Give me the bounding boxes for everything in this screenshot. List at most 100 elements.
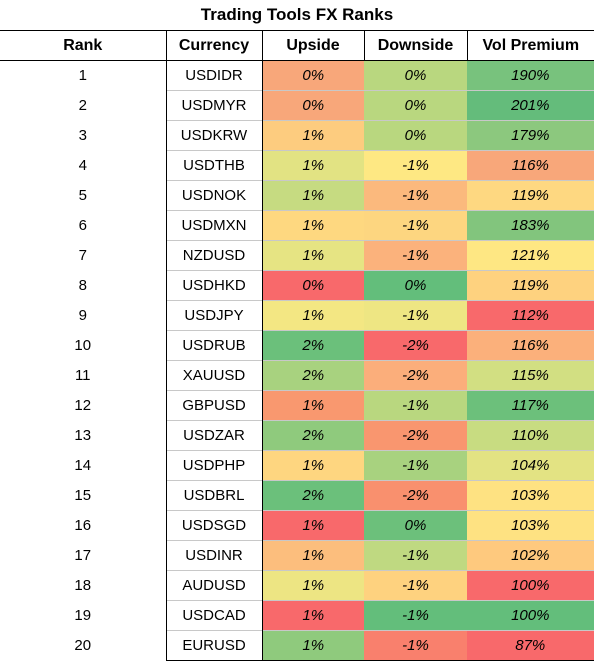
upside-cell: 2%: [262, 420, 364, 451]
table-row: 15 USDBRL 2% -2% 103%: [0, 480, 594, 511]
upside-cell: 1%: [262, 450, 364, 481]
upside-cell: 1%: [262, 630, 364, 661]
downside-cell: -1%: [364, 150, 467, 181]
downside-cell: -1%: [364, 390, 467, 421]
vol-premium-cell: 100%: [467, 570, 594, 601]
rank-cell: 12: [74, 397, 92, 414]
downside-header: Downside: [363, 30, 467, 61]
currency-cell: USDKRW: [165, 120, 263, 151]
table-row: 12 GBPUSD 1% -1% 117%: [0, 390, 594, 421]
upside-cell: 1%: [262, 570, 364, 601]
downside-cell: -1%: [364, 630, 467, 661]
upside-cell: 1%: [262, 210, 364, 241]
vol-premium-cell: 119%: [467, 270, 594, 301]
table-row: 5 USDNOK 1% -1% 119%: [0, 180, 594, 211]
currency-cell: USDINR: [165, 540, 263, 571]
upside-cell: 1%: [262, 390, 364, 421]
upside-cell: 1%: [262, 600, 364, 631]
downside-cell: -1%: [364, 300, 467, 331]
table-row: 4 USDTHB 1% -1% 116%: [0, 150, 594, 181]
downside-cell: 0%: [364, 510, 467, 541]
rank-cell: 8: [78, 277, 87, 294]
downside-cell: -2%: [364, 330, 467, 361]
table-row: 19 USDCAD 1% -1% 100%: [0, 600, 594, 631]
upside-cell: 1%: [262, 540, 364, 571]
table-row: 3 USDKRW 1% 0% 179%: [0, 120, 594, 151]
table-row: 7 NZDUSD 1% -1% 121%: [0, 240, 594, 271]
downside-cell: 0%: [364, 270, 467, 301]
table-row: 17 USDINR 1% -1% 102%: [0, 540, 594, 571]
currency-cell: EURUSD: [165, 630, 263, 661]
upside-cell: 0%: [262, 270, 364, 301]
vol-premium-cell: 121%: [467, 240, 594, 271]
currency-cell: USDHKD: [165, 270, 263, 301]
currency-cell: USDIDR: [165, 60, 263, 91]
upside-cell: 1%: [262, 510, 364, 541]
vol-premium-cell: 103%: [467, 510, 594, 541]
rank-cell: 2: [78, 97, 87, 114]
rank-cell: 10: [74, 337, 92, 354]
vol-premium-cell: 104%: [467, 450, 594, 481]
rank-cell: 18: [74, 577, 92, 594]
table-row: 20 EURUSD 1% -1% 87%: [0, 630, 594, 661]
downside-cell: 0%: [364, 90, 467, 121]
table-row: 10 USDRUB 2% -2% 116%: [0, 330, 594, 361]
downside-cell: -1%: [364, 570, 467, 601]
table-row: 11 XAUUSD 2% -2% 115%: [0, 360, 594, 391]
upside-cell: 0%: [262, 90, 364, 121]
fx-ranks-table: Rank Currency Upside Downside Vol Premiu…: [0, 30, 594, 661]
currency-cell: USDMYR: [165, 90, 263, 121]
table-row: 2 USDMYR 0% 0% 201%: [0, 90, 594, 121]
rank-cell: 17: [74, 547, 92, 564]
rank-header: Rank: [0, 30, 166, 61]
currency-cell: USDJPY: [165, 300, 263, 331]
table-row: 18 AUDUSD 1% -1% 100%: [0, 570, 594, 601]
vol-premium-cell: 117%: [467, 390, 594, 421]
rank-cell: 13: [74, 427, 92, 444]
table-row: 9 USDJPY 1% -1% 112%: [0, 300, 594, 331]
vol-premium-cell: 102%: [467, 540, 594, 571]
table-row: 6 USDMXN 1% -1% 183%: [0, 210, 594, 241]
rank-cell: 1: [78, 67, 87, 85]
currency-cell: USDRUB: [165, 330, 263, 361]
rank-cell: 9: [78, 307, 87, 324]
vol-premium-cell: 115%: [467, 360, 594, 391]
table-row: 14 USDPHP 1% -1% 104%: [0, 450, 594, 481]
upside-cell: 1%: [262, 240, 364, 271]
upside-cell: 2%: [262, 330, 364, 361]
upside-cell: 1%: [262, 120, 364, 151]
rank-cell: 19: [74, 607, 92, 624]
vol-premium-cell: 110%: [467, 420, 594, 451]
downside-cell: -1%: [364, 450, 467, 481]
upside-cell: 0%: [262, 60, 364, 91]
currency-cell: USDNOK: [165, 180, 263, 211]
currency-header: Currency: [165, 30, 262, 61]
currency-cell: NZDUSD: [165, 240, 263, 271]
downside-cell: -1%: [364, 210, 467, 241]
upside-cell: 1%: [262, 300, 364, 331]
upside-cell: 1%: [262, 180, 364, 211]
vol-premium-cell: 103%: [467, 480, 594, 511]
vol-premium-cell: 112%: [467, 300, 594, 331]
downside-cell: -1%: [364, 600, 467, 631]
table-row: 13 USDZAR 2% -2% 110%: [0, 420, 594, 451]
table-row: 8 USDHKD 0% 0% 119%: [0, 270, 594, 301]
vol-premium-cell: 201%: [467, 90, 594, 121]
table-title: Trading Tools FX Ranks: [200, 5, 394, 24]
currency-cell: USDSGD: [165, 510, 263, 541]
upside-header: Upside: [261, 30, 364, 61]
vol-premium-cell: 119%: [467, 180, 594, 211]
rank-cell: 6: [78, 217, 87, 234]
currency-cell: GBPUSD: [165, 390, 263, 421]
downside-cell: -1%: [364, 180, 467, 211]
currency-cell: USDCAD: [165, 600, 263, 631]
table-row: 1 USDIDR 0% 0% 190%: [0, 60, 594, 91]
rank-cell: 11: [74, 367, 91, 384]
rank-cell: 7: [78, 247, 87, 264]
currency-cell: USDTHB: [165, 150, 263, 181]
downside-cell: -2%: [364, 360, 467, 391]
downside-cell: -2%: [364, 420, 467, 451]
currency-cell: AUDUSD: [165, 570, 263, 601]
downside-cell: 0%: [364, 60, 467, 91]
currency-cell: USDZAR: [165, 420, 263, 451]
